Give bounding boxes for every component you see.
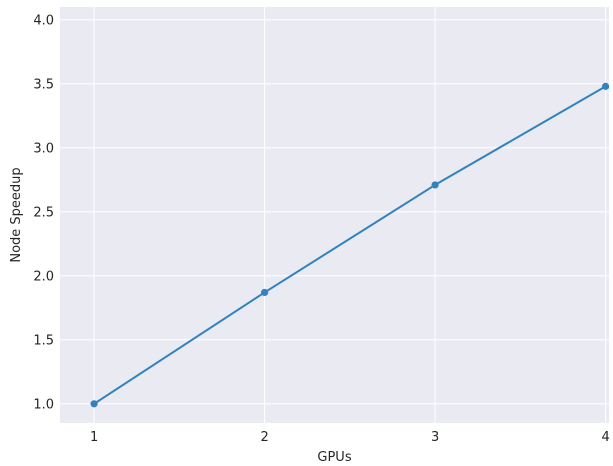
- grid-lines: [60, 7, 609, 423]
- y-tick-label: 3.5: [33, 77, 54, 92]
- data-point: [431, 181, 439, 189]
- data-point: [260, 288, 269, 297]
- plot-area: [60, 7, 609, 423]
- y-axis-label: Node Speedup: [9, 167, 24, 262]
- y-tick-label: 2.5: [33, 205, 54, 220]
- x-tick-label: 3: [431, 430, 439, 445]
- x-tick-label: 4: [601, 430, 609, 445]
- x-tick-label: 1: [90, 430, 98, 445]
- x-tick-label: 2: [260, 430, 268, 445]
- y-tick-label: 3.0: [33, 141, 54, 156]
- data-point: [90, 400, 98, 408]
- y-tick-label: 1.0: [33, 397, 54, 412]
- y-axis-ticks: 1.0 1.5 2.0 2.5 3.0 3.5 4.0: [33, 13, 54, 412]
- series-layer: [90, 82, 610, 408]
- data-point: [601, 82, 610, 90]
- series-line: [93, 85, 607, 405]
- y-tick-label: 4.0: [33, 13, 54, 28]
- y-tick-label: 1.5: [33, 333, 54, 348]
- x-axis-label: GPUs: [317, 450, 351, 465]
- y-tick-label: 2.0: [33, 269, 54, 284]
- x-axis-ticks: 1 2 3 4: [90, 430, 610, 445]
